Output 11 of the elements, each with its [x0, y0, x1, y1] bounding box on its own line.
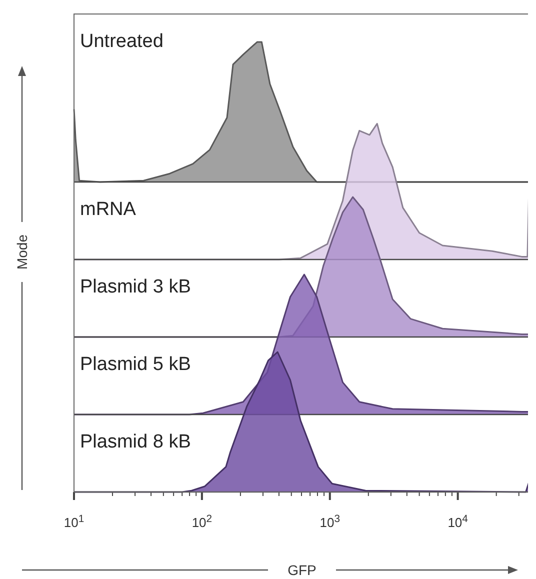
text: Plasmid 3 kB: [80, 276, 191, 298]
x-tick-label: 10$^{4}$: [448, 514, 468, 530]
text: Plasmid 5 kB: [80, 354, 191, 375]
y-axis-title: Mode: [14, 234, 30, 270]
text: Plasmid 8 kB: [80, 432, 191, 452]
chart-title: Untreated: [80, 31, 164, 52]
x-tick-label: 10$^{3}$: [320, 514, 340, 530]
x-axis-title: GFP: [288, 562, 316, 578]
x-tick-label: 10$^{1}$: [64, 514, 84, 530]
x-tick-label: 10$^{2}$: [192, 514, 212, 530]
text: mRNA: [80, 199, 136, 220]
